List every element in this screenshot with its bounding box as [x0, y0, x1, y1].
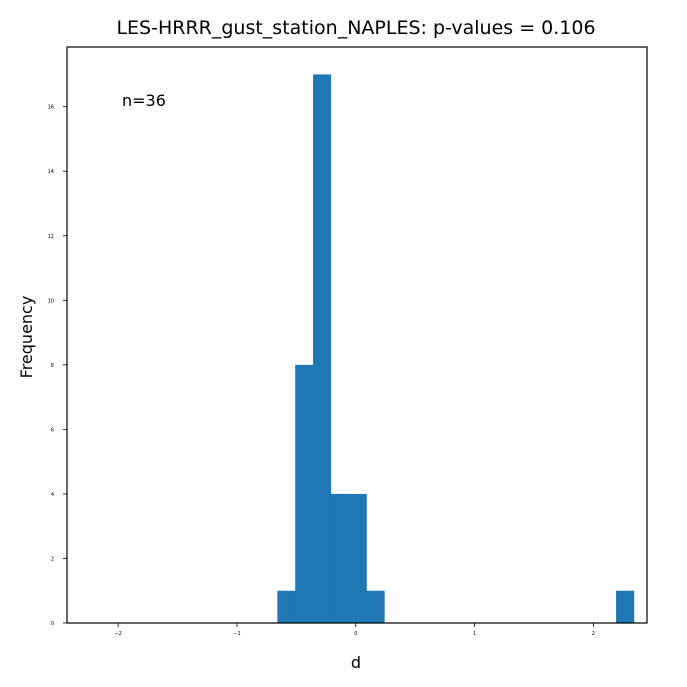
y-axis-ticks: 0 2 4 6 8 10 12 14 16	[48, 105, 67, 627]
y-tick-label: 12	[48, 234, 54, 240]
histogram-bar-5	[366, 590, 385, 623]
y-tick-label: 10	[48, 298, 54, 304]
histogram-bar-1	[295, 364, 314, 623]
histogram-bar-2	[313, 74, 332, 623]
bars-group	[277, 74, 635, 623]
chart-title: LES-HRRR_gust_station_NAPLES: p-values =…	[116, 17, 595, 39]
histogram-bar-3	[330, 493, 349, 623]
y-tick-label: 16	[48, 105, 54, 111]
x-axis-ticks: −2 −1 0 1 2	[114, 623, 595, 637]
plot-frame	[66, 46, 648, 624]
histogram-bar-4	[348, 493, 367, 623]
x-tick-label: −1	[233, 631, 240, 637]
histogram-bar-0	[277, 590, 296, 623]
y-axis-label: Frequency	[17, 296, 36, 379]
histogram-bar-6	[616, 590, 635, 623]
x-tick-label: −2	[114, 631, 121, 637]
y-tick-label: 4	[51, 492, 54, 498]
y-tick-label: 6	[51, 427, 54, 433]
x-axis-label: d	[351, 653, 361, 672]
y-tick-label: 0	[51, 621, 54, 627]
y-tick-label: 14	[48, 169, 54, 175]
x-tick-label: 2	[592, 631, 595, 637]
x-tick-label: 1	[473, 631, 476, 637]
y-tick-label: 8	[51, 363, 54, 369]
x-tick-label: 0	[354, 631, 357, 637]
y-tick-label: 2	[51, 556, 54, 562]
sample-size-annotation: n=36	[122, 91, 166, 110]
